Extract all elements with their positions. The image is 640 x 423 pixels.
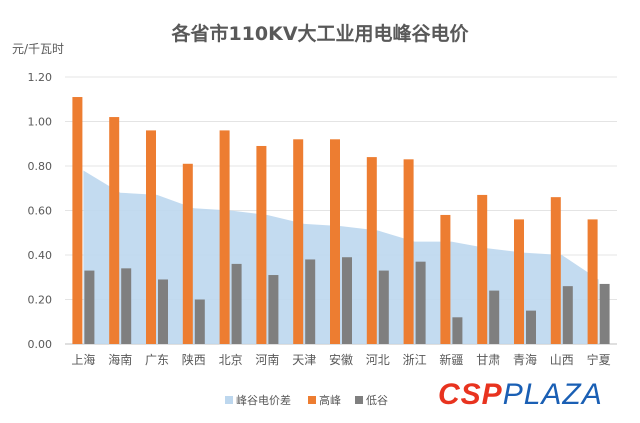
- y-tick-label: 1.00: [28, 116, 53, 129]
- x-tick-label: 新疆: [439, 352, 463, 367]
- area-peak-valley-diff: [83, 170, 599, 344]
- y-tick-label: 0.60: [28, 205, 53, 218]
- x-tick-label: 宁夏: [587, 352, 611, 367]
- bar-peak-12: [514, 219, 524, 344]
- legend-swatch-2: [355, 396, 363, 404]
- bar-peak-6: [293, 139, 304, 344]
- y-tick-label: 1.20: [28, 71, 53, 84]
- bar-valley-6: [305, 259, 316, 344]
- x-tick-label: 安徽: [329, 352, 353, 367]
- y-tick-label: 0.20: [28, 294, 53, 307]
- x-tick-label: 甘肃: [476, 353, 500, 367]
- bar-valley-8: [378, 270, 389, 344]
- bar-valley-10: [452, 317, 463, 344]
- bar-valley-4: [231, 263, 242, 344]
- bar-peak-8: [366, 157, 377, 344]
- x-tick-label: 北京: [219, 353, 243, 367]
- bar-peak-0: [72, 97, 83, 345]
- bar-peak-14: [587, 219, 598, 344]
- logo-part2: PLAZA: [502, 378, 603, 411]
- bar-peak-2: [146, 130, 156, 344]
- x-tick-label: 山西: [550, 353, 574, 367]
- watermark-logo: CSPPLAZA: [438, 378, 603, 412]
- bar-valley-11: [489, 290, 500, 344]
- bar-peak-4: [219, 130, 230, 344]
- x-tick-label: 青海: [513, 352, 537, 367]
- bar-valley-3: [194, 299, 205, 344]
- bar-peak-3: [182, 163, 193, 344]
- legend-swatch-0: [225, 396, 233, 404]
- y-axis-label: 元/千瓦时: [12, 42, 64, 56]
- x-tick-label: 海南: [108, 352, 132, 367]
- y-tick-label: 0.00: [28, 338, 53, 351]
- bar-peak-5: [256, 145, 267, 344]
- bar-valley-7: [342, 257, 352, 344]
- x-tick-label: 河北: [366, 353, 390, 367]
- bar-valley-2: [158, 279, 168, 344]
- bar-valley-12: [526, 310, 536, 344]
- legend-swatch-1: [308, 396, 316, 404]
- bar-valley-5: [268, 275, 279, 344]
- bar-peak-9: [403, 159, 414, 344]
- y-tick-label: 0.40: [28, 249, 53, 262]
- x-tick-label: 广东: [145, 353, 169, 367]
- legend-label-2: 低谷: [366, 394, 388, 407]
- bar-valley-0: [84, 270, 95, 344]
- bar-peak-13: [550, 197, 561, 344]
- bar-peak-10: [440, 214, 451, 344]
- x-tick-label: 陕西: [182, 352, 206, 367]
- x-tick-label: 河南: [255, 352, 279, 367]
- bar-valley-1: [121, 268, 132, 344]
- legend-label-0: 峰谷电价差: [236, 393, 291, 407]
- bar-peak-11: [477, 194, 488, 344]
- x-tick-label: 浙江: [403, 353, 427, 367]
- chart-title: 各省市110KV大工业用电峰谷电价: [170, 22, 469, 45]
- bar-peak-1: [109, 117, 120, 344]
- x-tick-label: 天津: [292, 353, 316, 367]
- bar-valley-13: [562, 286, 573, 344]
- y-tick-label: 0.80: [28, 160, 53, 173]
- legend-label-1: 高峰: [319, 393, 341, 407]
- logo-part1: CSP: [438, 378, 503, 411]
- bar-valley-9: [415, 261, 426, 344]
- x-tick-label: 上海: [71, 352, 95, 367]
- bar-valley-14: [599, 283, 610, 344]
- bar-peak-7: [330, 139, 340, 344]
